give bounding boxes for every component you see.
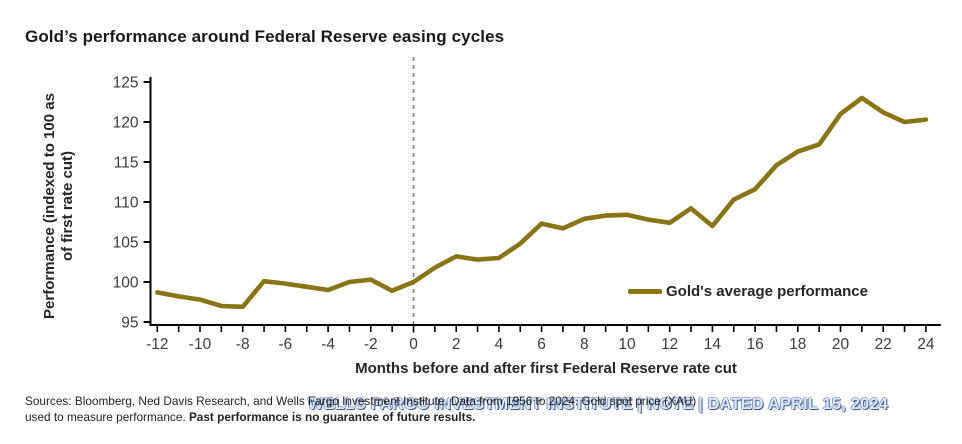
y-axis-title: Performance (indexed to 100 as of first … <box>41 61 77 351</box>
legend-line-swatch <box>628 288 662 294</box>
chart-title: Gold’s performance around Federal Reserv… <box>25 27 505 46</box>
y-axis-title-line2: of first rate cut) <box>59 151 76 262</box>
sources-note: Sources: Bloomberg, Ned Davis Research, … <box>25 394 945 425</box>
y-tick-label: 100 <box>113 275 139 292</box>
x-tick-label: 18 <box>789 336 806 353</box>
sources-line1: Sources: Bloomberg, Ned Davis Research, … <box>25 394 697 408</box>
y-tick-label: 120 <box>113 115 139 132</box>
y-tick-label: 125 <box>113 75 139 92</box>
x-tick-label: -10 <box>189 336 212 353</box>
gold-performance-line <box>155 95 929 310</box>
x-tick-label: 6 <box>537 336 546 353</box>
x-tick-label: -8 <box>236 336 250 353</box>
x-tick-label: 8 <box>580 336 589 353</box>
sources-line2-regular: used to measure performance. <box>25 409 189 424</box>
x-tick-label: 24 <box>917 336 935 353</box>
x-tick-label: -2 <box>364 336 378 353</box>
x-tick-label: 0 <box>409 336 418 353</box>
x-tick-label: 2 <box>452 336 461 353</box>
y-axis-title-line1: Performance (indexed to 100 as <box>41 93 58 319</box>
x-tick-label: 20 <box>832 336 850 353</box>
x-tick-label: -12 <box>146 336 168 353</box>
y-tick-label: 105 <box>113 235 139 252</box>
x-tick-label: 14 <box>704 336 722 353</box>
sources-line2: used to measure performance. Past perfor… <box>25 410 945 426</box>
x-tick-label: 4 <box>495 336 504 353</box>
x-tick-label: 16 <box>746 336 763 353</box>
legend: Gold's average performance <box>628 282 868 300</box>
x-tick-label: 22 <box>875 336 892 353</box>
x-axis-title: Months before and after first Federal Re… <box>355 360 737 377</box>
sources-line2-bold: Past performance is no guarantee of futu… <box>188 409 476 424</box>
watermark-text: WELLS FARGO INVESTMENT INSTITUTE | NOTE … <box>308 396 889 413</box>
x-tick-label: -6 <box>279 336 293 353</box>
x-tick-label: 12 <box>661 336 678 353</box>
y-tick-label: 95 <box>121 315 138 332</box>
y-tick-label: 115 <box>114 155 139 172</box>
y-tick-label: 110 <box>114 195 139 212</box>
legend-label: Gold's average performance <box>666 282 868 300</box>
x-tick-label: 10 <box>618 336 636 353</box>
x-tick-label: -4 <box>321 336 335 353</box>
